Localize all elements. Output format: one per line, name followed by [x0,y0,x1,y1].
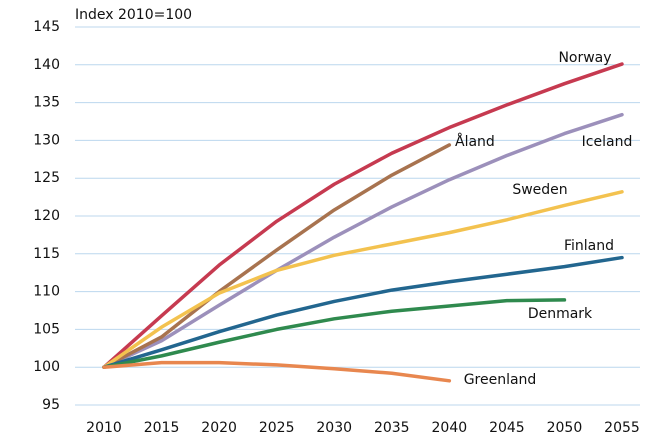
line-series [102,190,624,369]
x-tick-label: 2045 [489,420,525,436]
line-series [102,62,624,369]
series-label: Norway [558,50,611,66]
series-label: Sweden [512,182,567,198]
line-series [102,112,624,369]
x-tick-label: 2020 [201,420,237,436]
y-tick-label: 110 [33,284,60,300]
series-label: Finland [564,238,614,254]
y-tick-label: 100 [33,359,60,375]
series-label: Denmark [528,306,593,322]
y-tick-label: 145 [33,19,60,35]
x-tick-label: 2010 [86,420,122,436]
y-tick-label: 120 [33,208,60,224]
y-tick-label: 95 [42,397,60,413]
series-label: Greenland [464,372,537,388]
series-label: Iceland [582,134,633,150]
y-tick-label: 130 [33,132,60,148]
x-tick-label: 2030 [316,420,352,436]
y-tick-label: 125 [33,170,60,186]
line-series [102,298,567,369]
x-tick-label: 2055 [604,420,640,436]
x-tick-label: 2015 [144,420,180,436]
line-series [102,360,452,383]
x-tick-label: 2035 [374,420,410,436]
y-tick-label: 115 [33,246,60,262]
line-series [102,255,624,369]
line-series [102,143,452,369]
y-axis-label: Index 2010=100 [75,7,192,23]
y-tick-label: 135 [33,95,60,111]
x-tick-label: 2040 [432,420,468,436]
x-tick-label: 2050 [547,420,583,436]
y-tick-label: 105 [33,321,60,337]
y-tick-label: 140 [33,57,60,73]
x-tick-label: 2025 [259,420,295,436]
series-label: Åland [455,133,495,150]
